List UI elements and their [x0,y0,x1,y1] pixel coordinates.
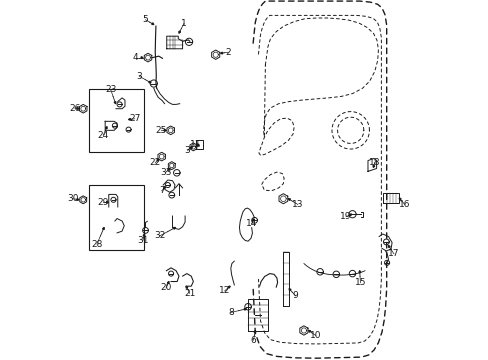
Text: 4: 4 [133,53,138,62]
Polygon shape [102,228,104,230]
Polygon shape [179,31,180,33]
Polygon shape [173,228,175,229]
Polygon shape [358,271,360,273]
Polygon shape [254,330,255,332]
Text: 22: 22 [149,158,161,167]
Text: 5: 5 [142,15,148,24]
Polygon shape [151,23,153,24]
Polygon shape [77,108,79,109]
Bar [89,185,144,250]
Text: 33: 33 [160,168,171,177]
Text: 14: 14 [245,220,257,229]
Text: 3: 3 [184,146,190,155]
Text: 30: 30 [68,194,79,203]
Polygon shape [220,52,222,54]
Polygon shape [387,246,389,248]
Bar [89,89,144,152]
Polygon shape [141,57,142,59]
Text: 17: 17 [387,249,399,258]
Polygon shape [228,286,230,288]
Text: 21: 21 [183,289,195,298]
Polygon shape [77,199,79,200]
Polygon shape [186,286,187,288]
Polygon shape [399,198,400,200]
Polygon shape [105,127,107,129]
Text: 18: 18 [368,158,380,167]
Text: 29: 29 [98,198,109,207]
Polygon shape [197,144,199,146]
Text: 23: 23 [105,85,116,94]
Polygon shape [143,234,144,236]
Polygon shape [288,289,290,291]
Text: 15: 15 [354,278,366,287]
Text: 26: 26 [69,104,80,113]
Text: 24: 24 [98,131,109,140]
Polygon shape [252,219,253,221]
Polygon shape [106,202,108,203]
Polygon shape [163,187,165,189]
Text: 7: 7 [159,186,164,195]
Polygon shape [164,130,166,131]
Text: 16: 16 [398,200,409,209]
Text: 6: 6 [250,336,256,345]
Text: 32: 32 [154,231,165,240]
Text: 20: 20 [160,284,171,292]
Polygon shape [190,147,192,149]
Polygon shape [308,330,310,332]
Polygon shape [372,165,374,167]
Text: 25: 25 [155,126,166,135]
Text: 1: 1 [181,19,186,28]
Polygon shape [114,102,116,104]
Polygon shape [157,159,159,161]
Text: 11: 11 [190,140,201,149]
Polygon shape [349,214,351,216]
Text: 2: 2 [225,48,231,57]
Text: 3: 3 [136,72,142,81]
Text: 13: 13 [291,200,303,209]
Polygon shape [244,309,246,310]
Text: 12: 12 [219,287,230,295]
Polygon shape [128,118,130,120]
Polygon shape [148,81,151,83]
Polygon shape [167,282,169,284]
Text: 8: 8 [227,308,233,317]
Text: 10: 10 [309,331,321,340]
Polygon shape [288,199,290,201]
Text: 19: 19 [340,212,351,221]
Text: 28: 28 [91,240,102,248]
Polygon shape [167,168,169,170]
Text: 27: 27 [129,114,140,123]
Text: 31: 31 [137,236,148,245]
Text: 9: 9 [292,292,298,300]
